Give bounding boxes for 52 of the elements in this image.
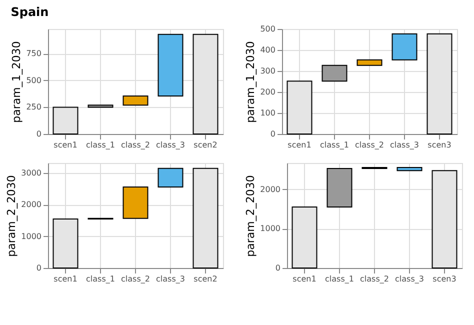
x-tick-label: scen1 [288, 140, 312, 150]
y-tick-label: 250 [26, 102, 42, 112]
bar [326, 168, 352, 208]
x-tick-label: class_3 [156, 140, 185, 150]
y-tick-label: 500 [26, 76, 42, 85]
x-tick-label: class_1 [320, 140, 349, 150]
y-axis-title: param_2_2030 [244, 175, 258, 257]
y-tick-label: 750 [26, 49, 42, 58]
y-tick-label: 2000 [260, 184, 280, 194]
x-tick-label: scen1 [54, 274, 78, 284]
x-tick-label: scen3 [432, 274, 456, 284]
x-tick-label: scen3 [428, 140, 452, 150]
x-tick-label: class_2 [360, 274, 389, 284]
y-axis-title: param_1_2030 [244, 41, 258, 123]
y-tick-label: 0 [270, 130, 276, 138]
x-tick-label: scen2 [194, 140, 218, 150]
x-tick-label: class_3 [156, 274, 185, 284]
x-tick-label: class_2 [121, 140, 150, 150]
y-tick-label: 300 [260, 66, 276, 76]
bar [122, 95, 148, 106]
x-tick-label: class_1 [86, 274, 115, 284]
bar [396, 167, 422, 172]
y-tick-label: 500 [260, 24, 276, 34]
bar [158, 168, 184, 188]
bar [322, 64, 348, 82]
y-tick-label: 2000 [21, 200, 42, 210]
x-tick-label: class_1 [86, 140, 115, 150]
chart-title: Spain [10, 5, 49, 19]
x-tick-label: class_2 [355, 140, 384, 150]
x-tick-label: class_2 [121, 274, 150, 284]
y-tick-label: 1000 [21, 232, 42, 241]
x-tick-label: scen2 [194, 274, 218, 284]
y-tick-label: 1000 [260, 224, 280, 234]
y-tick-label: 400 [260, 46, 276, 54]
x-tick-label: scen1 [54, 140, 78, 150]
x-tick-label: class_3 [395, 274, 424, 284]
x-tick-label: class_1 [325, 274, 354, 284]
bar [356, 59, 382, 66]
bar [392, 33, 418, 60]
y-tick-label: 200 [260, 88, 276, 96]
y-tick-label: 3000 [21, 168, 42, 178]
y-axis-title: param_1_2030 [10, 41, 24, 123]
x-tick-label: class_3 [390, 140, 419, 150]
x-tick-label: scen1 [292, 274, 316, 284]
y-tick-label: 0 [36, 130, 42, 138]
bar [88, 104, 114, 108]
y-tick-label: 100 [260, 108, 276, 118]
y-axis-title: param_2_2030 [5, 175, 18, 257]
y-tick-label: 0 [275, 264, 280, 272]
y-tick-label: 0 [36, 264, 42, 272]
bar [158, 34, 184, 96]
bar [122, 186, 148, 219]
